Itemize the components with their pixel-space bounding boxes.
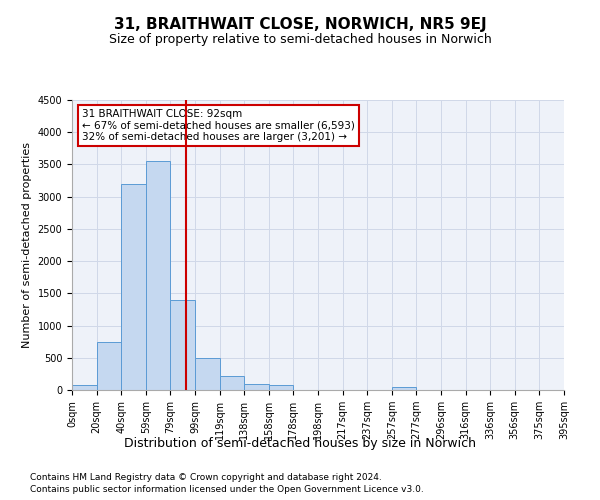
Text: 31, BRAITHWAIT CLOSE, NORWICH, NR5 9EJ: 31, BRAITHWAIT CLOSE, NORWICH, NR5 9EJ bbox=[113, 18, 487, 32]
Bar bbox=[170, 300, 195, 390]
Text: 31 BRAITHWAIT CLOSE: 92sqm
← 67% of semi-detached houses are smaller (6,593)
32%: 31 BRAITHWAIT CLOSE: 92sqm ← 67% of semi… bbox=[82, 108, 355, 142]
Text: Distribution of semi-detached houses by size in Norwich: Distribution of semi-detached houses by … bbox=[124, 438, 476, 450]
Text: Contains HM Land Registry data © Crown copyright and database right 2024.: Contains HM Land Registry data © Crown c… bbox=[30, 472, 382, 482]
Text: Size of property relative to semi-detached houses in Norwich: Size of property relative to semi-detach… bbox=[109, 32, 491, 46]
Bar bbox=[121, 184, 146, 390]
Bar bbox=[195, 358, 220, 390]
Bar bbox=[244, 384, 269, 390]
Bar bbox=[146, 161, 170, 390]
Bar bbox=[72, 385, 97, 390]
Bar bbox=[269, 385, 293, 390]
Bar bbox=[220, 376, 244, 390]
Bar bbox=[97, 342, 121, 390]
Text: Contains public sector information licensed under the Open Government Licence v3: Contains public sector information licen… bbox=[30, 485, 424, 494]
Bar bbox=[392, 388, 416, 390]
Y-axis label: Number of semi-detached properties: Number of semi-detached properties bbox=[22, 142, 32, 348]
